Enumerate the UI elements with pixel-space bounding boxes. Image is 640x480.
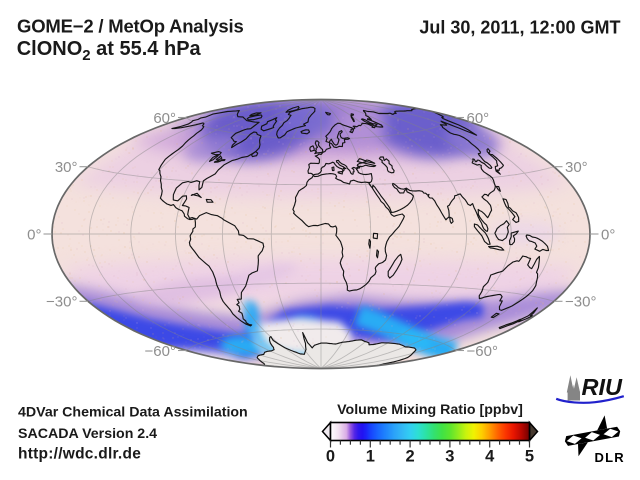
svg-text:0: 0 — [326, 448, 335, 466]
svg-text:−60°: −60° — [145, 343, 176, 360]
svg-text:2: 2 — [406, 448, 415, 466]
svg-text:Jul 30, 2011, 12:00 GMT: Jul 30, 2011, 12:00 GMT — [419, 18, 620, 38]
svg-text:5: 5 — [525, 448, 534, 466]
svg-text:http://wdc.dlr.de: http://wdc.dlr.de — [18, 446, 141, 463]
svg-text:RIU: RIU — [582, 374, 624, 400]
svg-text:0°: 0° — [601, 226, 615, 243]
svg-text:−60°: −60° — [467, 343, 498, 360]
svg-text:GOME−2 / MetOp Analysis: GOME−2 / MetOp Analysis — [17, 15, 244, 36]
svg-text:30°: 30° — [565, 159, 588, 176]
svg-text:3: 3 — [445, 448, 454, 466]
svg-text:ClONO2 at 55.4 hPa: ClONO2 at 55.4 hPa — [17, 38, 202, 64]
svg-text:4DVar Chemical Data Assimilati: 4DVar Chemical Data Assimilation — [18, 404, 248, 420]
svg-text:4: 4 — [485, 448, 495, 466]
svg-text:SACADA Version 2.4: SACADA Version 2.4 — [18, 426, 157, 442]
svg-text:−30°: −30° — [46, 294, 77, 311]
svg-text:0°: 0° — [27, 226, 41, 243]
svg-text:1: 1 — [366, 448, 375, 466]
svg-text:DLR: DLR — [595, 450, 625, 465]
svg-text:Volume Mixing Ratio [ppbv]: Volume Mixing Ratio [ppbv] — [337, 402, 523, 418]
svg-text:−30°: −30° — [565, 294, 596, 311]
svg-text:30°: 30° — [55, 159, 78, 176]
svg-text:60°: 60° — [153, 110, 176, 127]
svg-text:60°: 60° — [467, 110, 490, 127]
